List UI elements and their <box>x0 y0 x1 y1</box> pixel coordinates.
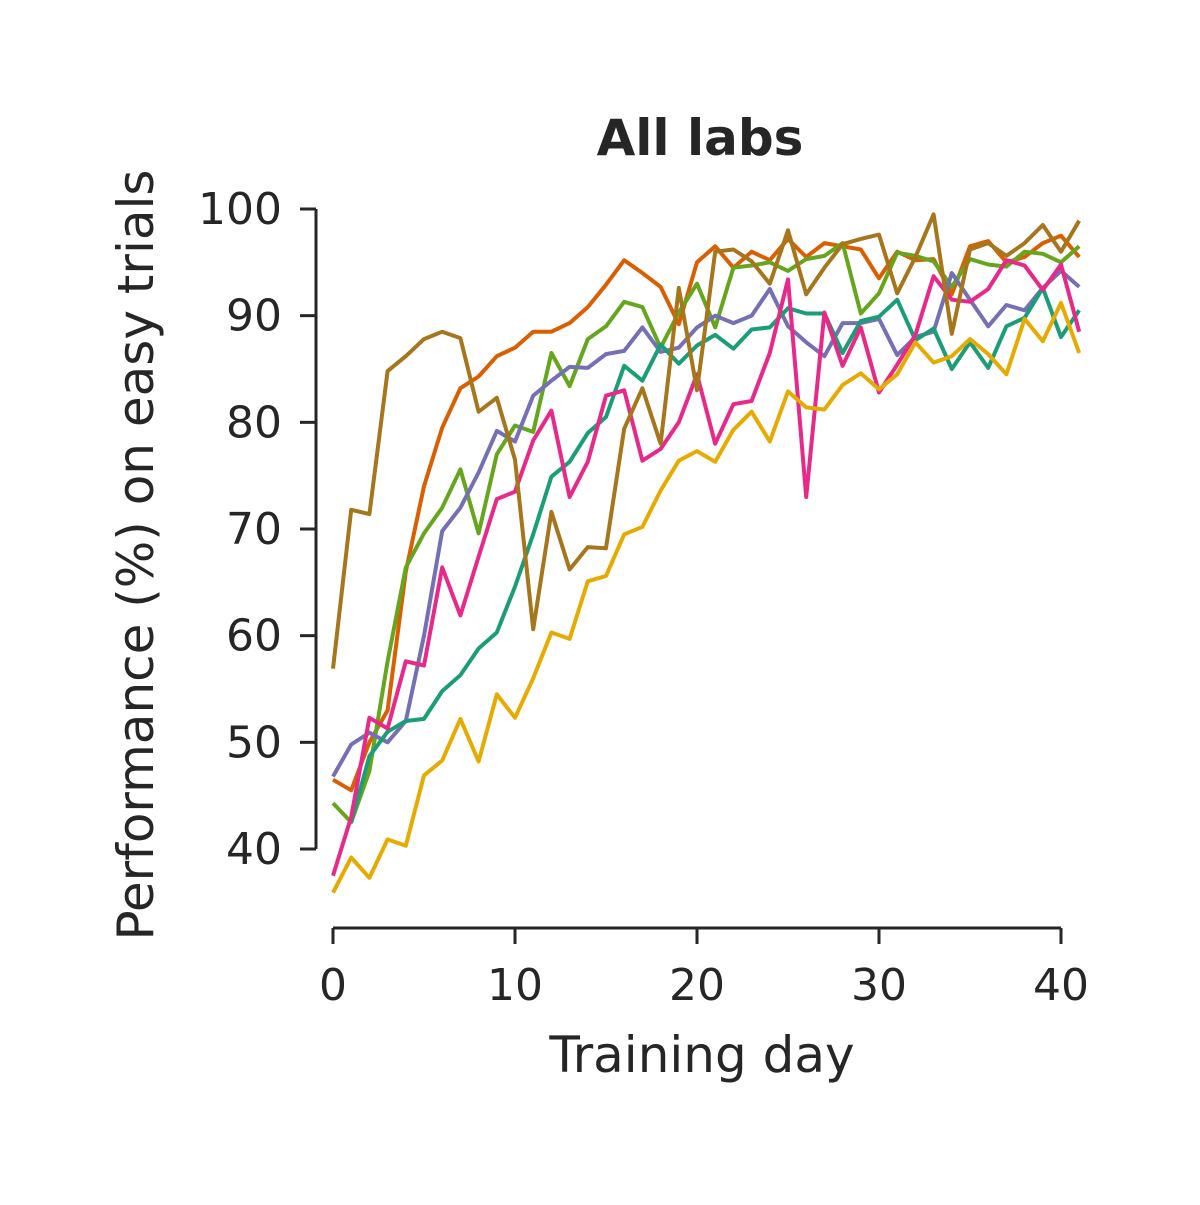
y-tick-label: 40 <box>226 824 282 875</box>
y-tick-label: 70 <box>226 504 282 555</box>
series-line-6 <box>331 300 1082 894</box>
y-tick-label: 50 <box>226 717 282 768</box>
y-tick-label: 80 <box>226 397 282 448</box>
y-axis-ticks: 40 50 60 70 80 90 100 <box>198 184 316 875</box>
x-axis-label: Training day <box>548 1026 854 1084</box>
x-tick-label: 0 <box>319 960 347 1011</box>
x-tick-label: 10 <box>487 960 543 1011</box>
series-line-7 <box>331 212 1081 669</box>
y-tick-label: 90 <box>226 291 282 342</box>
series-line-4 <box>349 285 1081 823</box>
chart-title: All labs <box>597 109 804 167</box>
y-axis-label: Performance (%) on easy trials <box>107 170 165 941</box>
y-tick-label: 60 <box>226 611 282 662</box>
x-tick-label: 40 <box>1033 960 1089 1011</box>
y-tick-label: 100 <box>198 184 282 235</box>
x-tick-label: 20 <box>669 960 725 1011</box>
x-tick-label: 30 <box>851 960 907 1011</box>
x-axis-ticks: 0 10 20 30 40 <box>319 928 1089 1011</box>
series-line-1 <box>331 233 1081 793</box>
series-line-5 <box>331 258 1082 877</box>
plot-series <box>331 212 1082 894</box>
series-line-2 <box>331 241 1081 825</box>
